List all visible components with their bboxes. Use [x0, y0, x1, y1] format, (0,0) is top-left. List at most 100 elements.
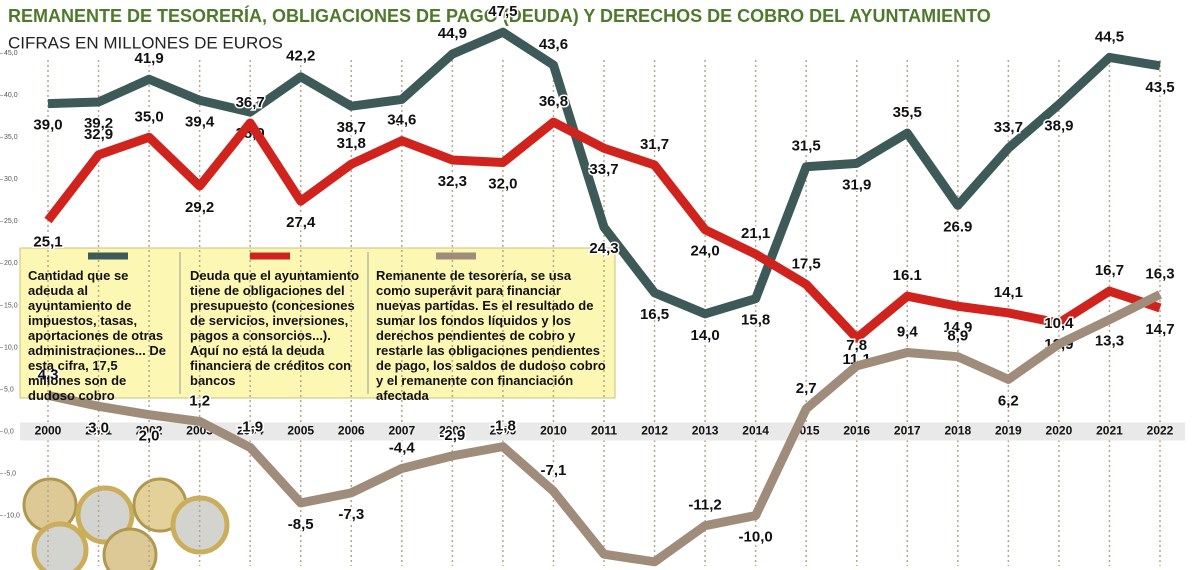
y-tick-label: -5,0	[4, 470, 16, 477]
data-label: -1,9	[237, 418, 263, 435]
data-label: 31,5	[792, 138, 821, 155]
data-label: -11,2	[688, 497, 721, 514]
y-tick-label: 0,0	[4, 428, 14, 435]
data-label: 35,5	[893, 104, 922, 121]
data-label: 43,6	[539, 36, 568, 53]
x-tick-label: 2005	[287, 424, 314, 438]
data-label: 10,4	[1044, 315, 1074, 332]
y-tick-label: 15,0	[4, 302, 18, 309]
data-label: 17,5	[792, 255, 821, 272]
y-tick-label: 5,0	[4, 386, 14, 393]
y-tick-label: 30,0	[4, 176, 18, 183]
data-label: 39,0	[33, 117, 62, 134]
x-tick-label: 2020	[1046, 424, 1073, 438]
data-label: 24,0	[690, 243, 719, 260]
data-label: 35,0	[134, 108, 163, 125]
data-label: 14,9	[943, 319, 972, 336]
x-tick-label: 2008	[439, 424, 466, 438]
data-label: 3,0	[88, 419, 109, 436]
data-label: 6,2	[998, 392, 1019, 409]
data-label: 1,2	[189, 392, 210, 409]
legend-entry: Cantidad que se adeuda al ayuntamiento d…	[28, 268, 166, 403]
x-tick-label: 2002	[136, 424, 163, 438]
x-tick-label: 2000	[35, 424, 62, 438]
x-tick-label: 2022	[1147, 424, 1174, 438]
year-band	[20, 422, 1185, 441]
y-tick-label: 45,0	[4, 50, 18, 57]
data-label: 32,9	[84, 126, 113, 143]
data-label: 2,0	[139, 428, 160, 445]
data-label: -7,3	[338, 506, 364, 523]
series-line	[47, 290, 1163, 567]
data-label: 38,9	[1044, 117, 1073, 134]
data-label: -8,5	[288, 516, 314, 533]
data-label: 14,1	[994, 284, 1023, 301]
data-label: 14,7	[1145, 321, 1174, 338]
data-label: 2,7	[796, 380, 817, 397]
y-tick-label: 20,0	[4, 260, 18, 267]
x-tick-label: 2001	[85, 424, 112, 438]
x-tick-label: 2014	[742, 424, 769, 438]
data-label: 8,9	[947, 328, 968, 345]
data-label: 39,2	[84, 115, 113, 132]
x-tick-label: 2017	[894, 424, 921, 438]
series-line	[44, 117, 1162, 343]
series-line	[47, 27, 1161, 319]
data-label: 33,7	[994, 119, 1023, 136]
data-label: 21,1	[741, 225, 770, 242]
data-label: 25,1	[33, 233, 62, 250]
y-tick-label: 25,0	[4, 218, 18, 225]
data-label: 33,7	[589, 161, 618, 178]
data-label: 16,3	[1145, 265, 1174, 282]
data-label: 32,3	[438, 173, 467, 190]
data-label: 34,6	[387, 112, 416, 129]
legend-entry: Remanente de tesorería, se usa como supe…	[376, 268, 606, 403]
y-tick-label: 10,0	[4, 344, 18, 351]
data-label: 24,3	[589, 240, 618, 257]
data-label: -10,0	[739, 529, 773, 546]
data-label: 43,5	[1145, 79, 1174, 96]
data-label: 16,7	[1095, 262, 1124, 279]
data-label: 36,7	[236, 94, 265, 111]
data-label: 44,5	[1095, 28, 1124, 45]
data-label: 31,7	[640, 136, 669, 153]
data-label: 41,9	[134, 50, 163, 67]
x-tick-label: 2010	[540, 424, 567, 438]
data-label: 31,8	[337, 135, 366, 152]
x-tick-label: 2006	[338, 424, 365, 438]
data-label: -2,9	[439, 427, 465, 444]
data-label: 16,5	[640, 306, 669, 323]
x-tick-label: 2004	[237, 424, 264, 438]
data-label: 44,9	[438, 25, 467, 42]
data-label: 26.9	[943, 218, 972, 235]
data-label: 27,4	[286, 214, 316, 231]
y-tick-label: 35,0	[4, 134, 18, 141]
x-tick-label: 2012	[641, 424, 668, 438]
x-tick-label: 2016	[843, 424, 870, 438]
data-label: 47,5	[488, 3, 517, 20]
data-label: 9,4	[897, 323, 919, 340]
chart-title: REMANENTE DE TESORERÍA, OBLIGACIONES DE …	[8, 5, 991, 26]
data-label: 16.1	[893, 267, 922, 284]
data-label: -14,6	[587, 567, 621, 570]
x-tick-label: 2009	[490, 424, 517, 438]
x-tick-label: 2019	[995, 424, 1022, 438]
y-tick-label: 40,0	[4, 92, 18, 99]
data-label: 13,3	[1095, 333, 1124, 350]
data-label: 7,8	[846, 337, 867, 354]
legend-entry: Deuda que el ayuntamiento tiene de oblig…	[190, 268, 360, 388]
x-tick-label: 2021	[1096, 424, 1123, 438]
data-label: 31,9	[842, 176, 871, 193]
data-label: 38,7	[337, 119, 366, 136]
data-label: 32,0	[488, 175, 517, 192]
x-tick-label: 2011	[591, 424, 617, 438]
data-label: -4,4	[389, 439, 416, 456]
data-label: 42,2	[286, 48, 315, 65]
chart-subtitle: CIFRAS EN MILLONES DE EUROS	[8, 33, 283, 52]
data-label: 29,2	[185, 199, 214, 216]
legend-box	[19, 247, 616, 399]
x-tick-label: 2007	[388, 424, 415, 438]
data-label: 36,8	[539, 93, 568, 110]
